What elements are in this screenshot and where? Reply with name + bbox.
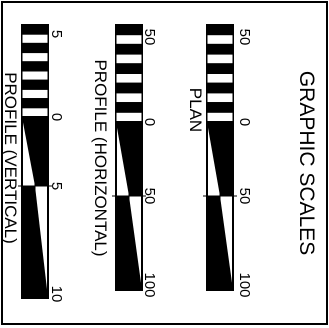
scale-bar-segment-profile-vertical-2 [21,33,49,44]
scale-bar-segment-plan-6 [206,73,234,84]
scale-bar-segment-plan-3 [206,43,234,55]
scale-bar-segment-plan-9 [206,102,234,113]
scale-bar-segment-profile-vertical-9 [21,98,49,109]
scale-bar-segment-profile-horizontal-3 [115,43,143,55]
scale-bar-segment-profile-horizontal-7 [115,82,143,94]
scale-bar-segment-profile-vertical-6 [21,70,49,81]
scale-bar-segment-profile-vertical-8 [21,88,49,100]
scale-bar-segment-profile-horizontal-2 [115,34,143,45]
scale-bar-segment-plan-8 [206,92,234,104]
tick-label-profile-horizontal-1: 50 [141,29,158,46]
scale-bar-segment-plan-1 [206,24,234,36]
scale-bar-segment-profile-vertical-3 [21,42,49,54]
scale-bar-segment-profile-horizontal-5 [115,63,143,74]
scale-bar-segment-profile-vertical-10 [21,107,49,118]
scale-bar-segment-profile-vertical-4 [21,52,49,63]
scale-label-plan: PLAN [186,88,205,132]
scale-bar-segment-plan-10 [206,111,234,123]
scale-bar-segment-profile-horizontal-9 [115,102,143,113]
tick-label-profile-horizontal-4: 100 [141,272,158,297]
scale-bar-segment-profile-vertical-7 [21,79,49,90]
scale-bar-segment-plan-7 [206,82,234,94]
scale-bar-segment-plan-2 [206,34,234,45]
scale-bar-segment-profile-horizontal-4 [115,53,143,65]
scale-bar-segment-profile-vertical-5 [21,61,49,72]
scale-bar-segment-profile-horizontal-6 [115,73,143,84]
scale-bar-profile-vertical [18,24,52,299]
scale-bar-segment-profile-vertical-1 [21,24,49,35]
tick-label-profile-vertical-1: 5 [48,30,65,38]
scale-bar-segment-plan-4 [206,53,234,65]
diagram-title: GRAPHIC SCALES [295,71,318,255]
tick-label-profile-vertical-4: 10 [48,286,65,303]
tick-label-plan-1: 50 [236,29,253,46]
scale-bar-segment-profile-horizontal-10 [115,111,143,123]
tick-label-plan-2: 0 [236,118,253,126]
scale-label-profile-horizontal: PROFILE (HORIZONTAL) [91,59,110,256]
scale-bar-segment-plan-5 [206,63,234,74]
tick-label-profile-horizontal-3: 50 [141,188,158,205]
scale-bar-profile-horizontal [112,24,146,291]
scale-bar-segment-profile-horizontal-1 [115,24,143,36]
tick-label-profile-vertical-3: 5 [48,182,65,190]
tick-label-plan-3: 50 [236,188,253,205]
scale-bar-segment-profile-horizontal-8 [115,92,143,104]
scale-label-profile-vertical: PROFILE (VERTICAL) [1,72,20,244]
scale-bar-plan [203,24,237,291]
tick-label-plan-4: 100 [236,272,253,297]
tick-label-profile-vertical-2: 0 [48,113,65,121]
tick-label-profile-horizontal-2: 0 [141,118,158,126]
